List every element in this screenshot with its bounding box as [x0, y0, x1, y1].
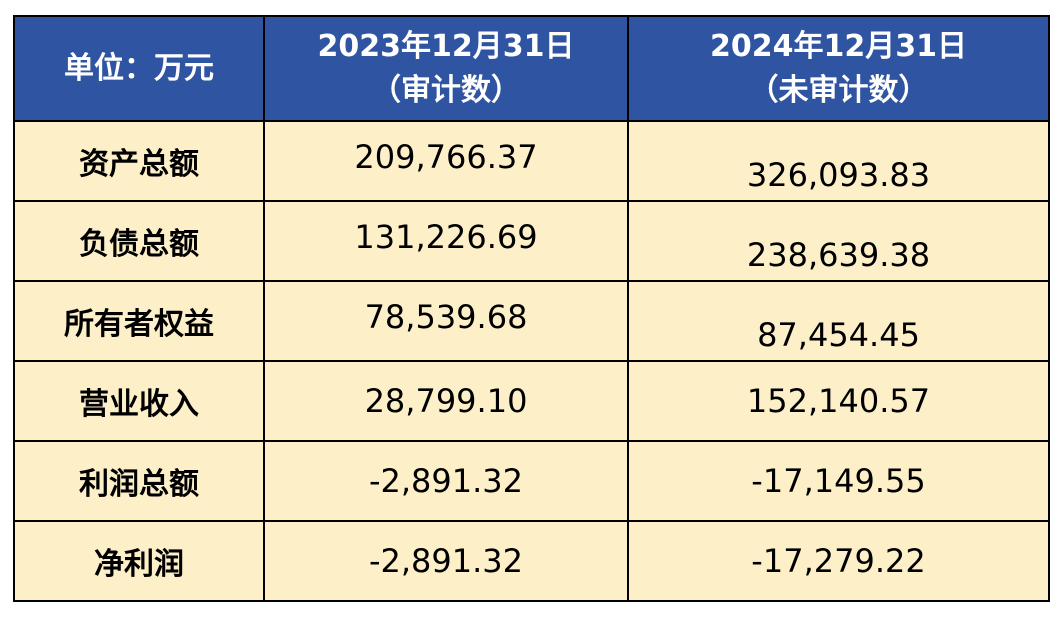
financial-table: 单位：万元 2023年12月31日 （审计数） 2024年12月31日 （未审计数） … [13, 15, 1050, 602]
cell-value: -17,279.22 [627, 520, 1050, 602]
row-label: 净利润 [13, 520, 265, 602]
row-label: 负债总额 [13, 200, 265, 282]
cell-value: 238,639.38 [627, 200, 1050, 282]
cell-value: -2,891.32 [263, 440, 629, 522]
data-row: 净利润 -2,891.32 -17,279.22 [13, 520, 1050, 602]
column-note: （未审计数） [748, 72, 929, 108]
cell-value: 78,539.68 [263, 280, 629, 362]
data-row: 负债总额 131,226.69 238,639.38 [13, 200, 1050, 282]
cell-value: 87,454.45 [627, 280, 1050, 362]
data-row: 所有者权益 78,539.68 87,454.45 [13, 280, 1050, 362]
header-row: 单位：万元 2023年12月31日 （审计数） 2024年12月31日 （未审计数） [13, 15, 1050, 122]
row-label: 利润总额 [13, 440, 265, 522]
cell-value: -2,891.32 [263, 520, 629, 602]
table-body: 资产总额 209,766.37 326,093.83 负债总额 131,226.69 23… [13, 120, 1050, 602]
data-row: 利润总额 -2,891.32 -17,149.55 [13, 440, 1050, 522]
cell-value: 131,226.69 [263, 200, 629, 282]
column-note: （审计数） [371, 72, 521, 108]
cell-value: 209,766.37 [263, 120, 629, 202]
data-row: 资产总额 209,766.37 326,093.83 [13, 120, 1050, 202]
column-header: 2023年12月31日 （审计数） [263, 15, 629, 122]
row-label: 所有者权益 [13, 280, 265, 362]
column-date: 2024年12月31日 [710, 28, 967, 64]
cell-value: -17,149.55 [627, 440, 1050, 522]
column-date: 2023年12月31日 [317, 28, 575, 64]
row-label: 营业收入 [13, 360, 265, 442]
cell-value: 28,799.10 [263, 360, 629, 442]
cell-value: 152,140.57 [627, 360, 1050, 442]
row-label: 资产总额 [13, 120, 265, 202]
unit-header: 单位：万元 [13, 15, 265, 122]
table-header: 单位：万元 2023年12月31日 （审计数） 2024年12月31日 （未审计数） [13, 15, 1050, 122]
column-header: 2024年12月31日 （未审计数） [627, 15, 1050, 122]
data-row: 营业收入 28,799.10 152,140.57 [13, 360, 1050, 442]
cell-value: 326,093.83 [627, 120, 1050, 202]
